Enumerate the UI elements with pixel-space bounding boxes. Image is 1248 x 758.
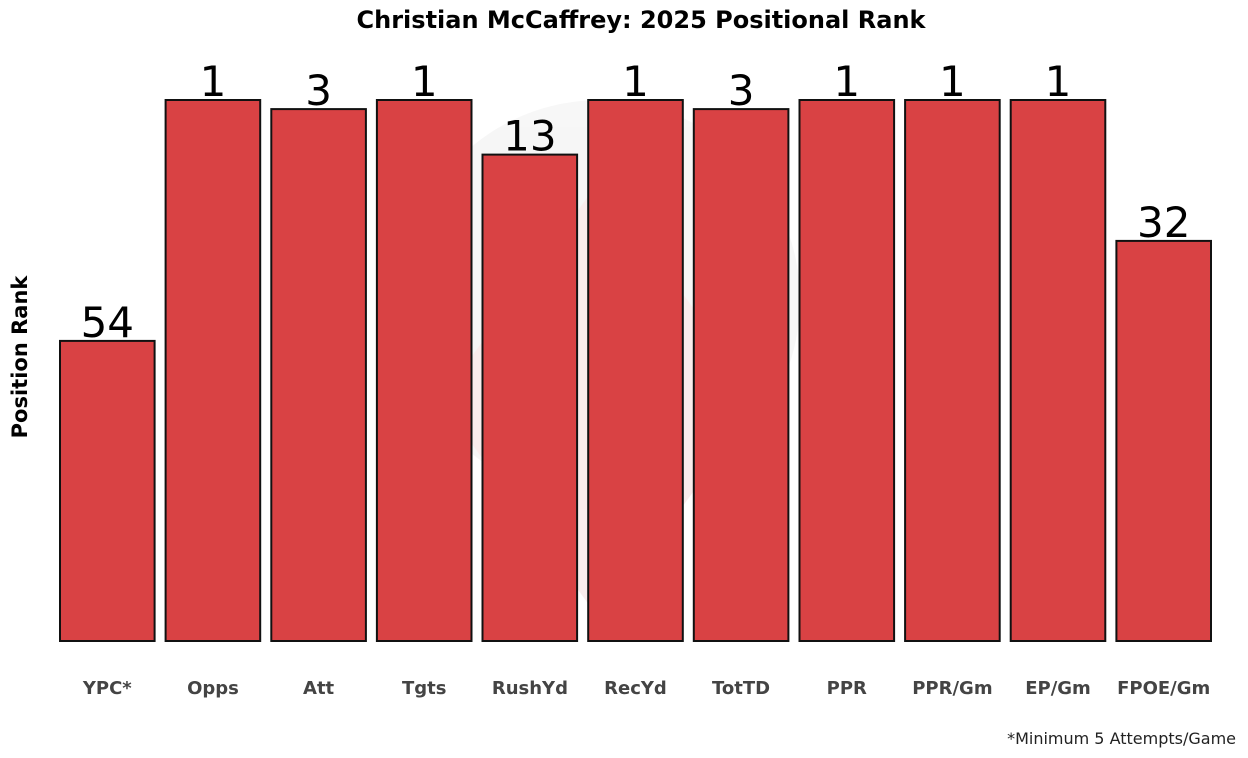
bar-5 <box>587 99 684 642</box>
x-tick-label-1: Opps <box>187 678 239 699</box>
bar-9 <box>1009 99 1107 642</box>
y-axis-label: Position Rank <box>8 275 32 439</box>
value-label-4: 13 <box>503 112 556 161</box>
bar-4 <box>481 153 579 642</box>
value-label-6: 3 <box>728 66 755 115</box>
value-label-7: 1 <box>833 57 860 106</box>
bars <box>59 99 1213 643</box>
x-tick-label-4: RushYd <box>492 678 568 699</box>
x-tick-label-2: Att <box>303 678 335 699</box>
footnote: *Minimum 5 Attempts/Game <box>1007 729 1236 748</box>
bar-6 <box>692 108 790 643</box>
value-label-8: 1 <box>939 57 966 106</box>
x-tick-label-6: TotTD <box>712 678 770 699</box>
value-label-1: 1 <box>200 57 227 106</box>
value-label-2: 3 <box>305 66 332 115</box>
value-label-3: 1 <box>411 57 438 106</box>
x-tick-label-5: RecYd <box>604 678 667 699</box>
x-tick-label-10: FPOE/Gm <box>1117 678 1210 699</box>
bar-8 <box>904 99 1001 642</box>
chart-title: Christian McCaffrey: 2025 Positional Ran… <box>357 6 927 34</box>
bar-7 <box>798 99 896 642</box>
x-tick-label-3: Tgts <box>402 678 446 699</box>
value-label-10: 32 <box>1137 198 1190 247</box>
x-tick-label-8: PPR/Gm <box>912 678 992 699</box>
x-axis-tick-labels: YPC* Opps Att Tgts RushYd RecYd TotTD PPR PPR/Gm… <box>82 678 1210 699</box>
value-label-0: 54 <box>81 298 134 347</box>
x-tick-label-9: EP/Gm <box>1025 678 1091 699</box>
bar-10 <box>1115 239 1213 642</box>
x-tick-label-0: YPC* <box>82 678 132 699</box>
value-label-5: 1 <box>622 57 649 106</box>
x-tick-label-7: PPR <box>827 678 867 699</box>
bar-3 <box>375 99 473 642</box>
bar-2 <box>270 108 367 643</box>
value-label-9: 1 <box>1045 57 1072 106</box>
bar-0 <box>59 339 156 642</box>
bar-1 <box>164 99 262 642</box>
